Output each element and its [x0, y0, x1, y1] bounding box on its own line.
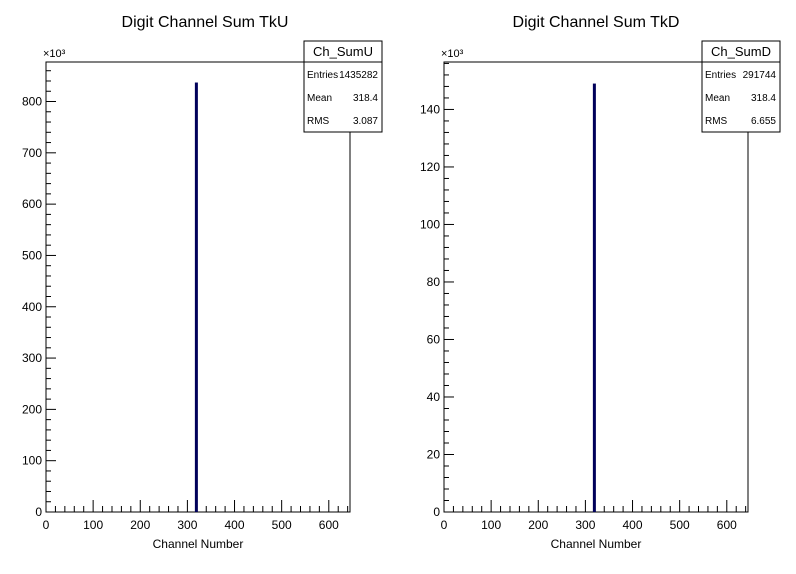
x-tick-label: 300 — [575, 518, 595, 532]
y-tick-label: 80 — [427, 275, 441, 289]
stats-value: 318.4 — [751, 93, 776, 104]
stats-box-frame — [701, 40, 781, 133]
stats-box-title: Ch_SumU — [313, 44, 373, 59]
x-tick-label: 500 — [272, 518, 292, 532]
x-tick-label: 200 — [528, 518, 548, 532]
y-tick-label: 600 — [22, 197, 42, 211]
stats-value: 1435282 — [339, 70, 378, 81]
chart-title: Digit Channel Sum TkD — [513, 14, 680, 31]
stats-label: RMS — [705, 116, 728, 127]
x-tick-label: 100 — [481, 518, 501, 532]
x-tick-label: 0 — [441, 518, 448, 532]
x-tick-label: 400 — [623, 518, 643, 532]
stats-label: Entries — [705, 70, 736, 81]
y-multiplier-label: ×10³ — [441, 48, 464, 60]
x-tick-label: 100 — [83, 518, 103, 532]
y-tick-label: 700 — [22, 146, 42, 160]
y-tick-label: 120 — [420, 160, 440, 174]
stats-label: Mean — [705, 93, 730, 104]
x-tick-label: 300 — [177, 518, 197, 532]
y-tick-label: 100 — [22, 454, 42, 468]
plot-frame — [45, 61, 351, 513]
x-tick-label: 200 — [130, 518, 150, 532]
stats-value: 318.4 — [353, 93, 378, 104]
y-tick-label: 300 — [22, 351, 42, 365]
stats-value: 6.655 — [751, 116, 776, 127]
y-multiplier-label: ×10³ — [43, 48, 66, 60]
y-tick-label: 400 — [22, 300, 42, 314]
histogram-svg: Digit Channel Sum TkU 0 100 200 300 400 500 600… — [22, 14, 383, 551]
y-tick-label: 800 — [22, 95, 42, 109]
stats-label: RMS — [307, 116, 330, 127]
chart-title: Digit Channel Sum TkU — [122, 14, 289, 31]
histogram-panel-tku: Digit Channel Sum TkU 0 100 200 300 400 500 600… — [22, 14, 383, 551]
histogram-panel-tkd: Digit Channel Sum TkD 0 100 200 300 400 500 600… — [398, 0, 796, 574]
plot-frame — [443, 61, 749, 513]
y-tick-label: 100 — [420, 217, 440, 231]
x-axis-title: Channel Number — [551, 537, 642, 551]
x-axis-title: Channel Number — [153, 537, 244, 551]
x-tick-label: 600 — [717, 518, 737, 532]
x-tick-label: 0 — [43, 518, 50, 532]
stats-box-title: Ch_SumD — [711, 44, 771, 59]
stats-value: 291744 — [743, 70, 777, 81]
y-tick-label: 140 — [420, 102, 440, 116]
y-tick-label: 0 — [433, 505, 440, 519]
stats-label: Mean — [307, 93, 332, 104]
y-tick-label: 20 — [427, 447, 441, 461]
y-tick-label: 500 — [22, 248, 42, 262]
histogram-bar — [592, 83, 596, 513]
stats-box: Ch_SumD Entries 291744 Mean 318.4 RMS 6.655 — [701, 40, 781, 133]
y-tick-label: 0 — [35, 505, 42, 519]
histogram-bar — [194, 82, 198, 513]
stats-label: Entries — [307, 70, 338, 81]
y-tick-label: 40 — [427, 390, 441, 404]
stats-box: Ch_SumU Entries 1435282 Mean 318.4 RMS 3.087 — [303, 40, 383, 133]
x-tick-label: 400 — [225, 518, 245, 532]
x-tick-label: 500 — [670, 518, 690, 532]
x-tick-label: 600 — [319, 518, 339, 532]
stats-value: 3.087 — [353, 116, 378, 127]
y-tick-label: 60 — [427, 332, 441, 346]
y-tick-label: 200 — [22, 402, 42, 416]
stats-box-frame — [303, 40, 383, 133]
